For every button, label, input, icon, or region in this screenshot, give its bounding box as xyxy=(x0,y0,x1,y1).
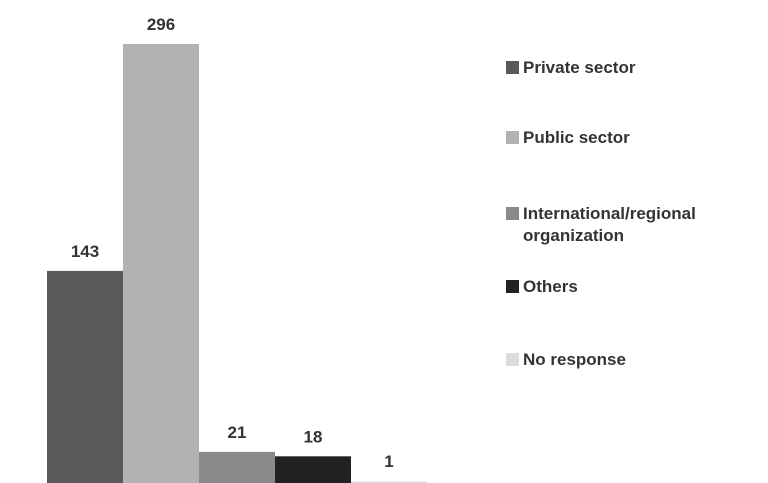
legend-label-public-sector: Public sector xyxy=(523,128,630,147)
data-label-no-response: 1 xyxy=(384,452,393,471)
legend-item-others: Others xyxy=(506,276,763,298)
bar-others xyxy=(275,456,351,483)
bars-group xyxy=(47,44,427,483)
bar-international-regional-organization xyxy=(199,451,275,483)
bar-public-sector xyxy=(123,44,199,483)
legend-label-no-response: No response xyxy=(523,350,626,369)
legend-swatch-others xyxy=(506,280,519,293)
legend-swatch-public-sector xyxy=(506,131,519,144)
legend-label-private-sector: Private sector xyxy=(523,58,636,77)
legend-item-international-regional-organization: International/regional organization xyxy=(506,203,763,247)
legend-swatch-no-response xyxy=(506,353,519,366)
data-label-international-regional-organization: 21 xyxy=(228,423,247,442)
legend-item-private-sector: Private sector xyxy=(506,57,763,79)
legend-label-others: Others xyxy=(523,277,578,296)
bar-no-response xyxy=(351,481,427,483)
legend-swatch-international-regional-organization xyxy=(506,207,519,220)
legend-item-public-sector: Public sector xyxy=(506,127,763,149)
data-label-private-sector: 143 xyxy=(71,242,99,261)
legend-swatch-private-sector xyxy=(506,61,519,74)
legend-label-international-regional-organization: International/regional organization xyxy=(523,204,696,245)
legend-item-no-response: No response xyxy=(506,349,763,371)
legend: Private sector Public sector Internation… xyxy=(506,0,768,483)
data-label-others: 18 xyxy=(304,427,323,446)
bar-private-sector xyxy=(47,270,123,483)
data-labels-group: 143 296 21 18 1 xyxy=(71,15,394,471)
data-label-public-sector: 296 xyxy=(147,15,175,34)
